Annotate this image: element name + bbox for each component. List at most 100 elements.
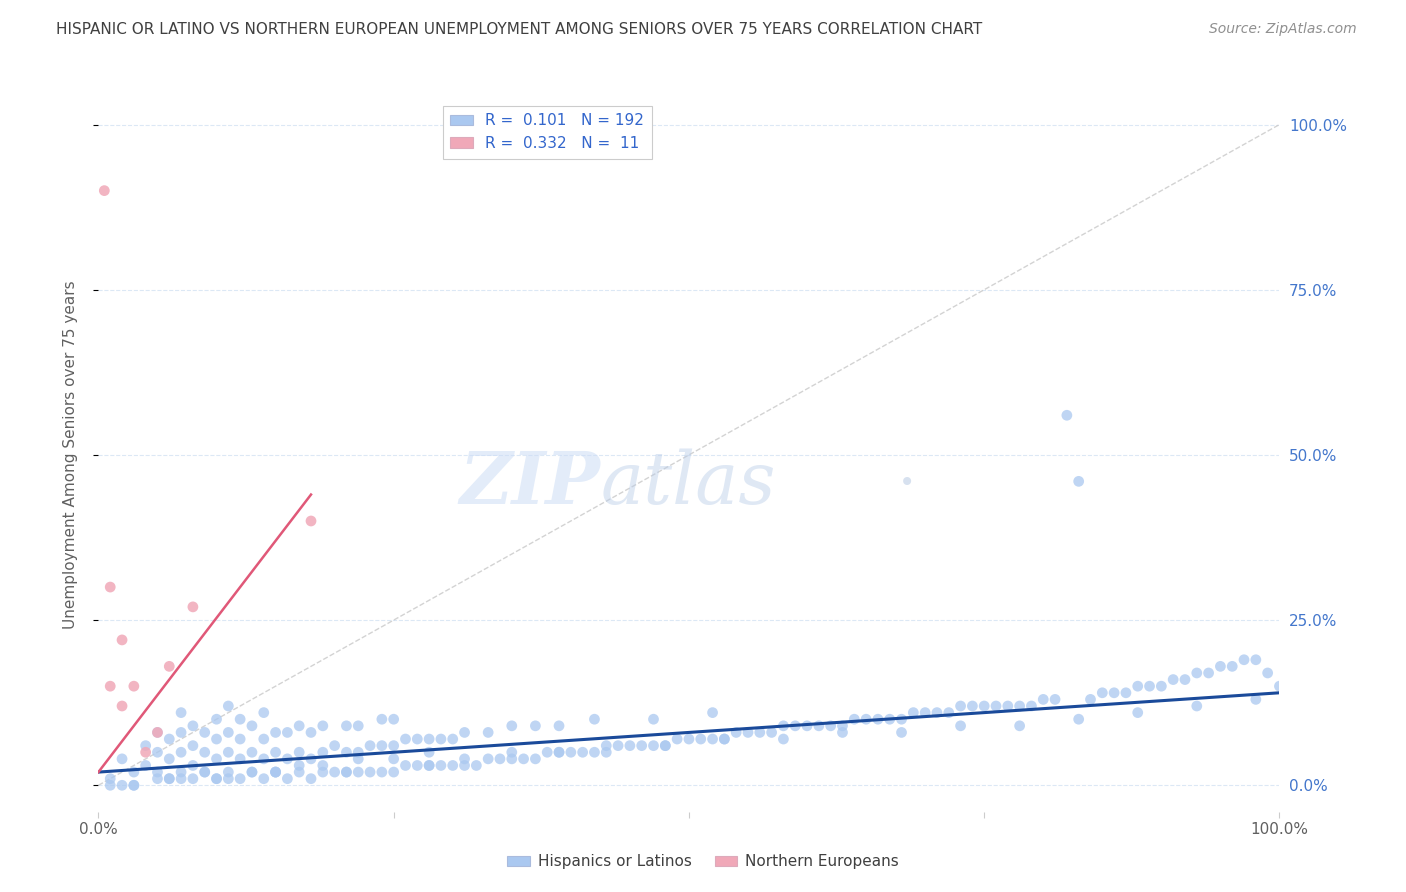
Point: [465, 758, 488, 772]
Point: [453, 725, 475, 739]
Point: [571, 745, 593, 759]
Point: [748, 725, 770, 739]
Point: [737, 725, 759, 739]
Point: [501, 745, 523, 759]
Point: [583, 745, 606, 759]
Point: [524, 719, 547, 733]
Point: [312, 745, 335, 759]
Point: [276, 725, 298, 739]
Point: [796, 719, 818, 733]
Point: [264, 745, 287, 759]
Point: [1115, 686, 1137, 700]
Point: [879, 712, 901, 726]
Point: [181, 599, 204, 614]
Point: [335, 745, 357, 759]
Point: [229, 732, 252, 747]
Point: [938, 706, 960, 720]
Y-axis label: Unemployment Among Seniors over 75 years: Unemployment Among Seniors over 75 years: [63, 281, 77, 629]
Point: [1102, 686, 1125, 700]
Point: [170, 706, 193, 720]
Point: [984, 698, 1007, 713]
Point: [607, 739, 630, 753]
Point: [240, 765, 263, 780]
Point: [157, 772, 180, 786]
Point: [359, 765, 381, 780]
Point: [1080, 692, 1102, 706]
Point: [595, 739, 617, 753]
Point: [382, 752, 405, 766]
Point: [382, 765, 405, 780]
Text: atlas: atlas: [600, 448, 776, 519]
Point: [170, 725, 193, 739]
Point: [418, 745, 440, 759]
Point: [240, 719, 263, 733]
Point: [1126, 706, 1149, 720]
Point: [1244, 692, 1267, 706]
Point: [524, 752, 547, 766]
Point: [371, 765, 394, 780]
Point: [146, 745, 169, 759]
Point: [772, 732, 794, 747]
Point: [347, 719, 370, 733]
Point: [394, 758, 416, 772]
Point: [1220, 659, 1243, 673]
Point: [1139, 679, 1161, 693]
Point: [98, 679, 121, 693]
Point: [122, 778, 145, 792]
Point: [441, 758, 464, 772]
Legend: Hispanics or Latinos, Northern Europeans: Hispanics or Latinos, Northern Europeans: [501, 848, 905, 875]
Point: [205, 732, 228, 747]
Point: [157, 732, 180, 747]
Point: [785, 719, 807, 733]
Point: [866, 712, 889, 726]
Point: [98, 580, 121, 594]
Point: [157, 752, 180, 766]
Point: [323, 739, 346, 753]
Point: [418, 758, 440, 772]
Point: [347, 752, 370, 766]
Point: [1021, 698, 1043, 713]
Point: [312, 719, 335, 733]
Point: [240, 765, 263, 780]
Point: [111, 698, 134, 713]
Point: [111, 752, 134, 766]
Point: [453, 752, 475, 766]
Point: [253, 706, 276, 720]
Point: [489, 752, 512, 766]
Point: [1150, 679, 1173, 693]
Point: [146, 725, 169, 739]
Point: [949, 698, 972, 713]
Point: [430, 732, 453, 747]
Point: [501, 719, 523, 733]
Point: [643, 712, 665, 726]
Point: [1032, 692, 1054, 706]
Point: [394, 732, 416, 747]
Point: [890, 725, 912, 739]
Point: [1185, 665, 1208, 680]
Point: [382, 712, 405, 726]
Point: [98, 772, 121, 786]
Point: [122, 778, 145, 792]
Point: [93, 184, 115, 198]
Point: [713, 732, 735, 747]
Point: [299, 725, 322, 739]
Point: [1161, 673, 1184, 687]
Point: [181, 739, 204, 753]
Point: [997, 698, 1019, 713]
Point: [253, 772, 276, 786]
Point: [536, 745, 558, 759]
Point: [1008, 698, 1031, 713]
Point: [135, 739, 157, 753]
Point: [111, 632, 134, 647]
Point: [217, 725, 239, 739]
Point: [560, 745, 582, 759]
Point: [264, 765, 287, 780]
Point: [146, 772, 169, 786]
Legend: R =  0.101   N = 192, R =  0.332   N =  11: R = 0.101 N = 192, R = 0.332 N = 11: [443, 106, 652, 159]
Point: [713, 732, 735, 747]
Point: [807, 719, 830, 733]
Point: [925, 706, 948, 720]
Point: [288, 745, 311, 759]
Point: [441, 732, 464, 747]
Point: [98, 778, 121, 792]
